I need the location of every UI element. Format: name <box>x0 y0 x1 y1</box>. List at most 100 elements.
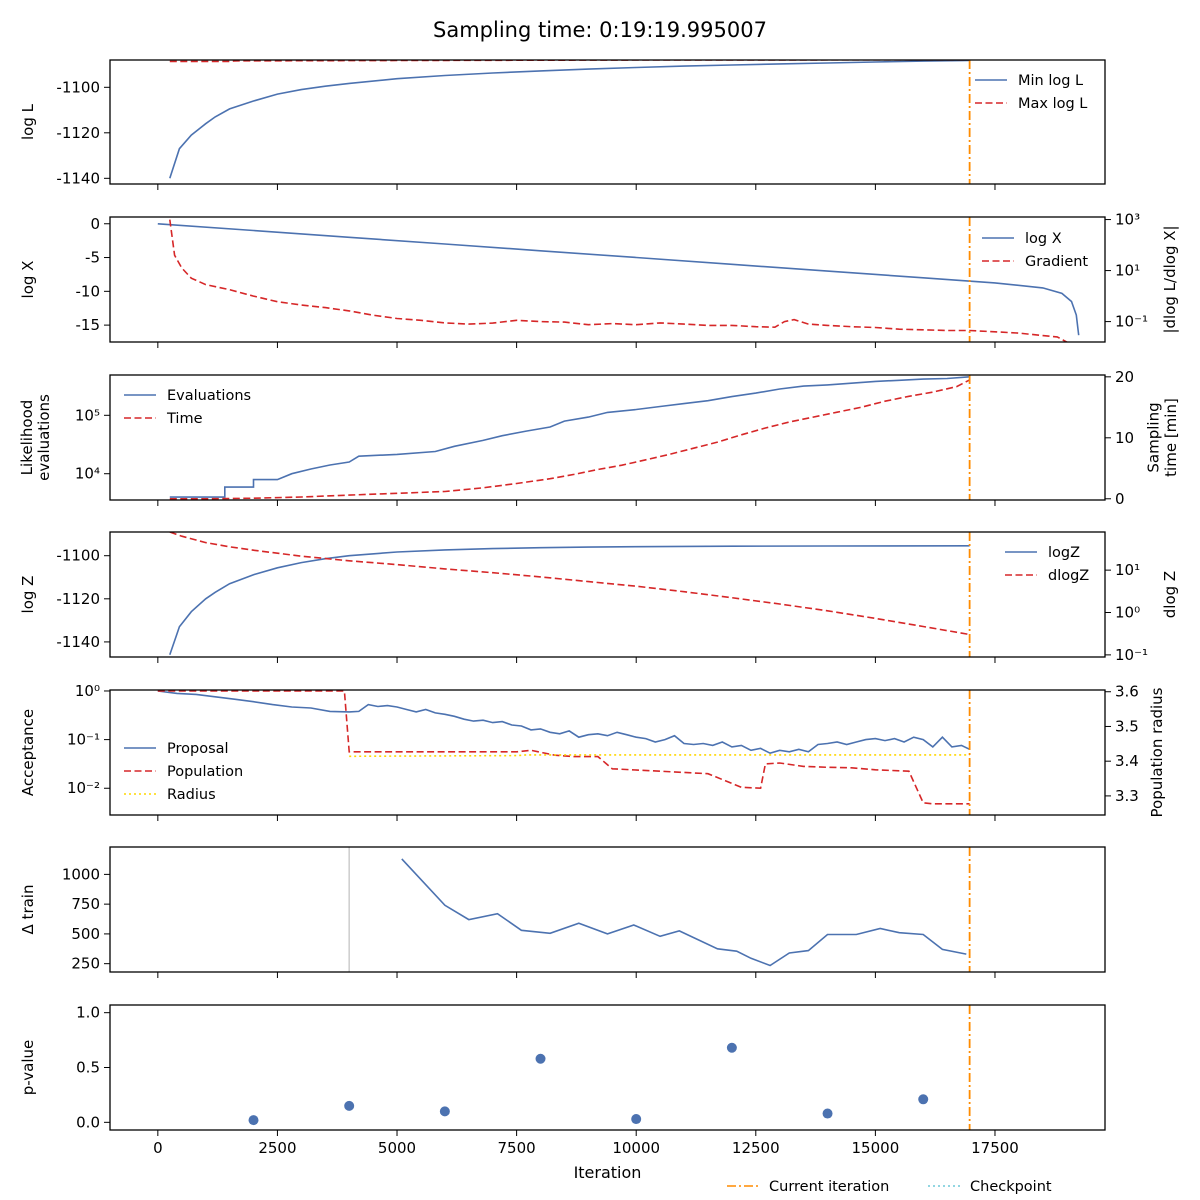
figure-legend-label: Current iteration <box>769 1179 889 1195</box>
y-tick-label: 10⁻¹ <box>67 731 100 749</box>
plot-area <box>348 847 967 972</box>
y2-tick-label: 10⁻¹ <box>1115 313 1148 331</box>
y2-tick-label: 10⁰ <box>1115 604 1140 622</box>
panel-logZ: -1100 -1120 -1140 10¹ 10⁰ 10⁻¹ log Z dlog Z logZ… <box>19 531 1179 664</box>
axes-frame <box>109 531 1106 658</box>
axes-frame <box>109 374 1106 501</box>
y-axis-label-line: Likelihood <box>18 400 36 476</box>
x-tick-label: 7500 <box>498 1139 536 1157</box>
axes-frame <box>109 59 1106 185</box>
series-line-dlogz <box>169 532 970 636</box>
y-tick-label: 0.0 <box>76 1113 100 1131</box>
plot-area <box>169 60 970 179</box>
x-tick-label: 2500 <box>258 1139 296 1157</box>
y2-tick-label: 10⁻¹ <box>1115 646 1148 664</box>
y-tick-label: 1000 <box>62 865 100 883</box>
y-tick-label: -1140 <box>56 633 100 651</box>
series-line-train <box>401 858 967 967</box>
legend-label: Min log L <box>1018 73 1083 89</box>
y-tick-label: 750 <box>71 895 100 913</box>
plot-area <box>169 376 970 500</box>
axes-frame <box>109 1004 1106 1131</box>
y-tick-label: 10⁴ <box>75 465 100 483</box>
y2-axis-label: |dlog L/dlog X| <box>1161 225 1179 333</box>
y2-tick-label: 0 <box>1115 490 1125 508</box>
point-pvalue <box>918 1094 929 1105</box>
series-line-time <box>169 379 970 500</box>
series-line-radius <box>349 754 970 758</box>
legend-label: Time <box>166 411 203 427</box>
y-axis-label: Acceptance <box>19 709 37 796</box>
plot-area <box>169 532 970 656</box>
y-tick-label: 1.0 <box>76 1004 100 1022</box>
figure-title: Sampling time: 0:19:19.995007 <box>433 18 767 42</box>
y-tick-label: 250 <box>71 955 100 973</box>
x-axis-label: Iteration <box>574 1163 642 1182</box>
series-line-log-x <box>157 223 1080 336</box>
y2-axis-label-line: time [min] <box>1162 398 1180 477</box>
y2-axis-label: dlog Z <box>1161 571 1179 618</box>
axes-frame <box>109 216 1106 343</box>
y2-tick-label: 3.3 <box>1115 787 1139 805</box>
y-tick-label: -10 <box>76 282 101 300</box>
legend-label: Evaluations <box>167 388 251 404</box>
point-pvalue <box>535 1053 546 1064</box>
legend-label: logZ <box>1048 545 1080 561</box>
y2-tick-label: 3.5 <box>1115 717 1139 735</box>
y2-tick-label: 10¹ <box>1115 262 1140 280</box>
axes-frame <box>109 846 1106 973</box>
y-tick-label: 500 <box>71 925 100 943</box>
panel-logL: -1100 -1120 -1140 log L Min log L Max log L <box>19 59 1106 190</box>
y2-axis-label: Samplingtime [min] <box>1145 398 1180 477</box>
series-line-min-log-l <box>169 60 970 179</box>
y2-tick-label: 20 <box>1115 368 1134 386</box>
y-axis-label: p-value <box>19 1040 37 1096</box>
series-line-evaluations <box>169 376 970 498</box>
panel-train: 1000 750 500 250 Δ train <box>19 846 1106 978</box>
legend-label: Gradient <box>1025 254 1088 270</box>
axes-frame <box>109 689 1106 816</box>
y-axis-label: log Z <box>19 576 37 614</box>
x-tick-label: 15000 <box>852 1139 900 1157</box>
series-line-population <box>157 690 970 805</box>
panel-acceptance: 10⁰ 10⁻¹ 10⁻² 3.6 3.5 3.4 3.3 Acceptance Populat… <box>19 682 1166 821</box>
panel-pvalue: 0 2500 5000 7500 10000 12500 15000 17500 1.0 0.5 0… <box>19 1004 1106 1157</box>
series-line-proposal <box>157 690 970 755</box>
y-tick-label: -1140 <box>56 169 100 187</box>
y2-tick-label: 3.4 <box>1115 752 1139 770</box>
y-axis-label: Likelihoodevaluations <box>18 394 53 481</box>
y2-tick-label: 10¹ <box>1115 561 1140 579</box>
y-tick-label: 0.5 <box>76 1059 100 1077</box>
legend-label: Max log L <box>1018 96 1087 112</box>
y-tick-label: 10⁵ <box>75 406 100 424</box>
point-pvalue <box>631 1114 642 1125</box>
figure-legend-label: Checkpoint <box>970 1179 1052 1195</box>
plot-area <box>248 1042 929 1126</box>
x-tick-label: 10000 <box>612 1139 660 1157</box>
plot-area <box>157 219 1080 342</box>
y-axis-label: log L <box>19 103 37 140</box>
legend-label: Proposal <box>167 741 229 757</box>
y-tick-label: 10⁻² <box>67 779 100 797</box>
x-tick-label: 0 <box>153 1139 163 1157</box>
x-tick-label: 12500 <box>732 1139 780 1157</box>
y-axis-label: log X <box>19 261 37 299</box>
point-pvalue <box>822 1108 833 1119</box>
y-tick-label: -1100 <box>56 78 100 96</box>
legend-label: log X <box>1025 231 1062 247</box>
series-line-logz <box>169 544 970 656</box>
y-tick-label: -15 <box>76 316 101 334</box>
y2-tick-label: 10 <box>1115 429 1134 447</box>
y-tick-label: -1120 <box>56 124 100 142</box>
y-tick-label: 10⁰ <box>75 682 100 700</box>
y2-tick-label: 10³ <box>1115 211 1140 229</box>
plot-area <box>157 690 970 805</box>
y-tick-label: -1120 <box>56 590 100 608</box>
panel-logX: 0 -5 -10 -15 10³ 10¹ 10⁻¹ log X |dlog L/dlog X| l… <box>19 211 1179 348</box>
y-tick-label: -5 <box>85 249 100 267</box>
point-pvalue <box>439 1106 450 1117</box>
legend-label: Radius <box>167 787 216 803</box>
point-pvalue <box>344 1100 355 1111</box>
series-line-gradient <box>169 219 1068 342</box>
y-tick-label: 0 <box>90 215 100 233</box>
